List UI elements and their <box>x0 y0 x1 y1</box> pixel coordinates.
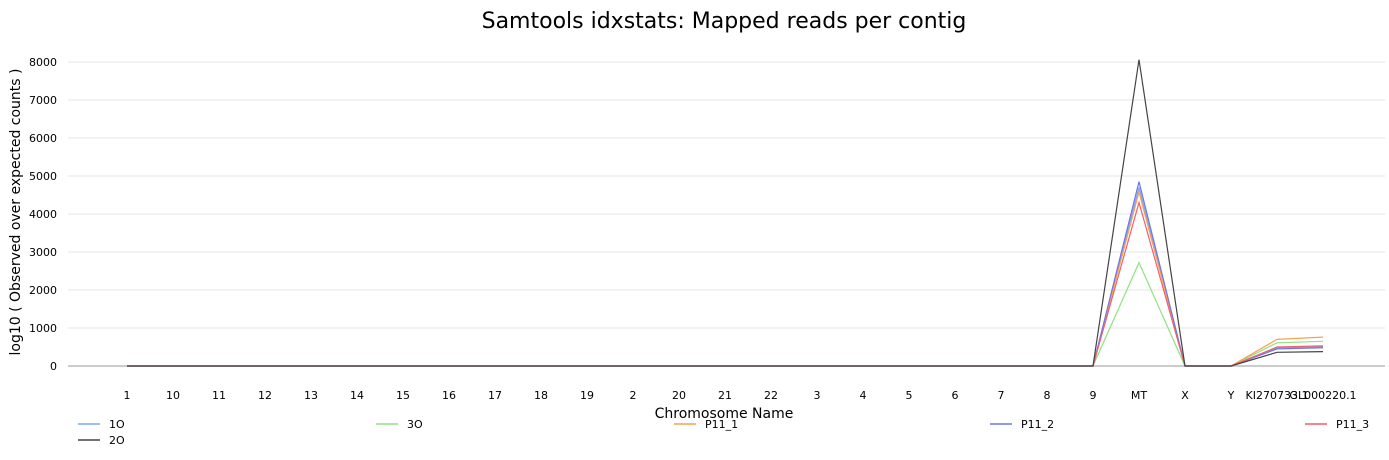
x-tick-label: 14 <box>350 389 364 402</box>
series-lines <box>127 59 1324 367</box>
x-tick-label: 5 <box>906 389 913 402</box>
legend-label[interactable]: 3O <box>407 418 423 431</box>
y-tick-label: 6000 <box>29 132 57 145</box>
x-tick-label: 22 <box>764 389 778 402</box>
x-tick-label: 4 <box>860 389 867 402</box>
x-tick-label: Y <box>1227 389 1235 402</box>
x-axis-ticks: 1 10 11 12 13 14 15 16 17 18 19 2 20 21 22 3 4 5 6 7 8 9 MT X Y K… <box>124 389 1357 402</box>
series-line-P11_3 <box>127 200 1324 367</box>
legend-label[interactable]: 2O <box>109 434 125 447</box>
y-tick-label: 0 <box>50 360 57 373</box>
y-tick-label: 3000 <box>29 246 57 259</box>
x-tick-label: 6 <box>952 389 959 402</box>
y-tick-label: 5000 <box>29 170 57 183</box>
x-tick-label: MT <box>1131 389 1147 402</box>
x-tick-label: 10 <box>166 389 180 402</box>
legend: 1O 3O P11_1 P11_2 P11_3 2O <box>78 418 1369 447</box>
legend-label[interactable]: P11_1 <box>705 418 738 431</box>
y-axis-ticks: 0 1000 2000 3000 4000 5000 6000 7000 8000 <box>29 56 57 373</box>
legend-label[interactable]: P11_2 <box>1021 418 1054 431</box>
x-tick-label: 13 <box>304 389 318 402</box>
series-line-3O <box>127 261 1324 367</box>
x-tick-label: 1 <box>124 389 131 402</box>
y-tick-label: 4000 <box>29 208 57 221</box>
x-tick-label: 21 <box>718 389 732 402</box>
x-tick-label: 8 <box>1044 389 1051 402</box>
x-axis-label: Chromosome Name <box>655 406 794 422</box>
x-tick-label: 12 <box>258 389 272 402</box>
x-tick-label: 18 <box>534 389 548 402</box>
y-tick-label: 7000 <box>29 94 57 107</box>
y-tick-label: 2000 <box>29 284 57 297</box>
x-tick-label: 15 <box>396 389 410 402</box>
x-tick-label: 19 <box>580 389 594 402</box>
x-tick-label: 11 <box>212 389 226 402</box>
legend-label[interactable]: 1O <box>109 418 125 431</box>
series-line-2O <box>127 59 1324 367</box>
x-tick-label: 9 <box>1090 389 1097 402</box>
legend-label[interactable]: P11_3 <box>1336 418 1369 431</box>
y-tick-label: 1000 <box>29 322 57 335</box>
x-tick-label: 16 <box>442 389 456 402</box>
x-tick-label: 17 <box>488 389 502 402</box>
x-tick-label: 7 <box>998 389 1005 402</box>
x-tick-label: 3 <box>814 389 821 402</box>
x-tick-label: 20 <box>672 389 686 402</box>
y-axis-label: log10 ( Observed over expected counts ) <box>8 69 24 356</box>
gridlines <box>68 61 1385 367</box>
x-tick-label: KI270733.1 <box>1246 389 1309 402</box>
x-tick-label: X <box>1181 389 1189 402</box>
chart-title: Samtools idxstats: Mapped reads per cont… <box>482 9 967 34</box>
x-tick-label: GL000220.1 <box>1289 389 1356 402</box>
x-tick-label: 2 <box>630 389 637 402</box>
y-tick-label: 8000 <box>29 56 57 69</box>
